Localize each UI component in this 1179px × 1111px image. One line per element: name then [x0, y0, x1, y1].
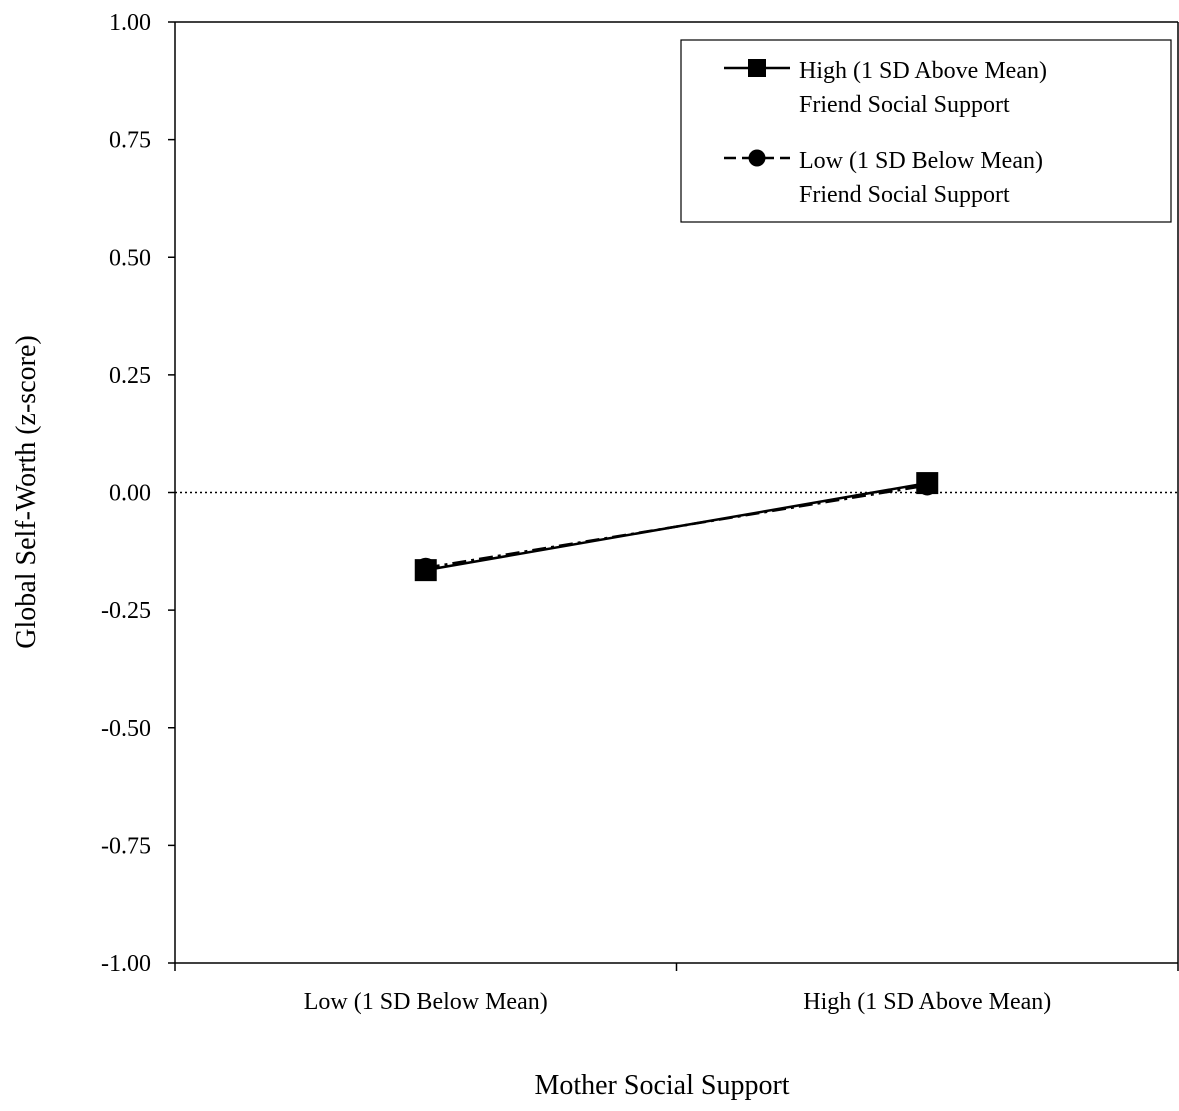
high-friend-support-line	[425, 481, 928, 572]
legend-marker	[748, 149, 766, 167]
legend-marker	[748, 59, 766, 77]
x-tick-label: Low (1 SD Below Mean)	[304, 989, 548, 1015]
x-axis-title: Mother Social Support	[534, 1070, 789, 1101]
legend-label: Friend Social Support	[799, 182, 1010, 208]
y-tick-label: 0.00	[109, 481, 151, 507]
y-tick-label: 0.50	[109, 245, 151, 271]
y-tick-label: -0.75	[101, 833, 151, 859]
y-axis-title: Global Self-Worth (z-score)	[11, 335, 42, 648]
legend-label: Friend Social Support	[799, 92, 1010, 118]
y-tick-label: 1.00	[109, 10, 151, 36]
y-tick-label: -1.00	[101, 951, 151, 977]
x-tick-label: High (1 SD Above Mean)	[803, 989, 1051, 1015]
high-friend-support-point	[916, 472, 939, 495]
y-tick-label: -0.50	[101, 716, 151, 742]
legend-label: High (1 SD Above Mean)	[799, 58, 1047, 84]
y-tick-label: 0.75	[109, 128, 151, 154]
high-friend-support-point	[414, 559, 437, 582]
y-tick-label: 0.25	[109, 363, 151, 389]
legend-label: Low (1 SD Below Mean)	[799, 148, 1043, 174]
y-tick-label: -0.25	[101, 598, 151, 624]
